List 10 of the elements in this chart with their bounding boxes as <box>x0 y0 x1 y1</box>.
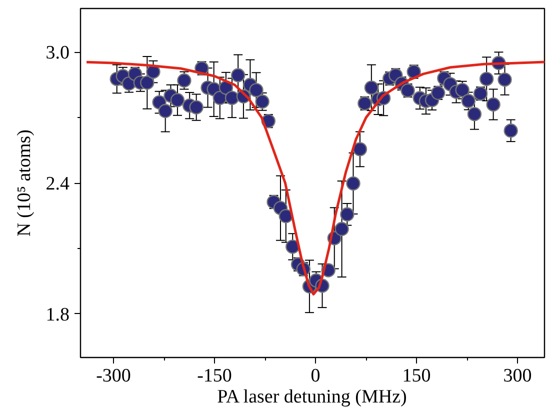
x-tick-label: -150 <box>197 366 232 386</box>
y-axis-title: N (10⁵ atoms) <box>14 130 35 236</box>
x-tick-label: 300 <box>503 366 532 386</box>
x-tick-label: 0 <box>310 366 320 386</box>
x-axis-title: PA laser detuning (MHz) <box>217 386 407 408</box>
y-tick-label: 2.4 <box>46 174 70 194</box>
x-tick-label: -300 <box>96 366 131 386</box>
y-tick-label: 3.0 <box>46 42 70 64</box>
y-tick-label: 1.8 <box>46 304 70 326</box>
x-tick-label: 150 <box>402 366 431 386</box>
